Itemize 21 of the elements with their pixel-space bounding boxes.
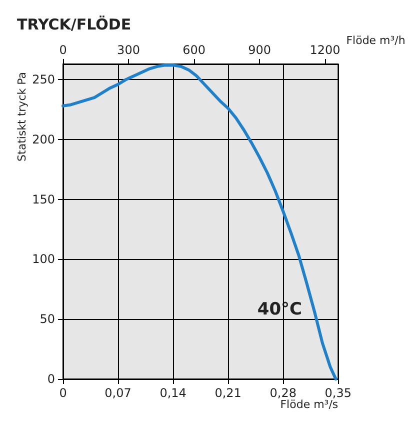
x2-axis-title: Flöde m³/h [346, 34, 406, 47]
x2-tick-label: 0 [59, 43, 67, 57]
x-tick-label: 0,35 [324, 386, 352, 400]
y-tick-label: 0 [47, 372, 55, 386]
x2-tick-label: 600 [182, 43, 206, 57]
y-axis-title: Statiskt tryck Pa [16, 72, 28, 162]
x-tick-label: 0 [59, 386, 67, 400]
y-tick-label: 250 [32, 72, 55, 87]
y-tick-label: 150 [32, 192, 55, 206]
y-tick-label: 200 [32, 132, 55, 146]
chart-title: TRYCK/FLÖDE [17, 16, 132, 34]
x2-tick-label: 900 [248, 43, 271, 57]
x-tick-label: 0,14 [160, 386, 186, 400]
x2-tick-label: 1200 [310, 43, 340, 57]
x-axis-title: Flöde m³/s [280, 398, 338, 411]
x-tick-label: 0,28 [270, 386, 296, 400]
x-tick-label: 0,07 [104, 386, 132, 400]
x2-tick-label: 300 [117, 43, 140, 57]
y-tick-label: 100 [32, 252, 55, 266]
x-tick-label: 0,21 [214, 386, 242, 400]
y-tick-label: 50 [40, 312, 55, 326]
